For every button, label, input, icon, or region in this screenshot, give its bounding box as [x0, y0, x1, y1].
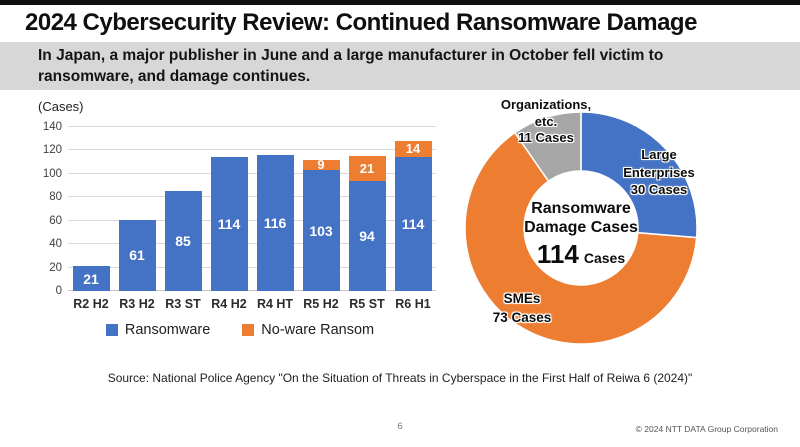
y-axis-tick-label: 40 [49, 238, 62, 251]
donut-label-text: Large [641, 147, 677, 162]
y-axis-tick-label: 140 [42, 121, 62, 133]
bar-value-label: 21 [359, 160, 375, 176]
x-axis-category-label: R3 ST [165, 297, 201, 311]
gridline [68, 196, 436, 198]
donut-center-title: Damage Cases [524, 219, 638, 236]
donut-label-value: 73 Cases [492, 310, 552, 325]
bar-value-label: 114 [217, 216, 241, 233]
donut-center-value-row: 114 Cases [509, 239, 653, 269]
donut-total-value: 114 [536, 239, 579, 269]
page-title: 2024 Cybersecurity Review: Continued Ran… [25, 9, 697, 36]
noware-ransom-legend-swatch-icon [242, 324, 255, 336]
bar-value-label: 103 [309, 222, 333, 239]
bar-segment-ransomware-r2-h2: 21 [72, 266, 110, 291]
bar-segment-no-ware-ransom-r5-st: 21 [348, 156, 386, 181]
legend-item-noware-ransom: No-ware Ransom [242, 322, 374, 338]
x-axis-category-label: R4 HT [256, 297, 294, 311]
bar-chart-plot-area: 0 20 40 60 80 100 120 140 21 61 85 114 116 103 9 94 21 11… [43, 121, 436, 297]
x-axis-category-label: R5 ST [349, 297, 385, 311]
donut-label-text: Organizations, [500, 97, 592, 112]
x-axis-category-labels: R2 H2 R3 H2 R3 ST R4 H2 R4 HT R5 H2 R5 ST R6 H1 [68, 297, 436, 311]
x-axis-category-label: R2 H2 [73, 297, 109, 311]
bar-value-label: 9 [317, 157, 325, 173]
x-axis-category-label: R6 H1 [395, 297, 431, 311]
bar-value-label: 21 [83, 270, 99, 287]
y-axis-title: (Cases) [38, 99, 84, 114]
bar-value-label: 114 [401, 216, 425, 233]
donut-slice-0 [580, 111, 698, 239]
donut-label-value: 30 Cases [630, 182, 688, 197]
bar-value-label: 94 [359, 227, 375, 244]
subtitle-band: In Japan, a major publisher in June and … [0, 42, 800, 90]
donut-slice-1 [464, 131, 698, 345]
bar-segment-ransomware-r5-h2: 103 [302, 170, 340, 291]
y-axis-tick-label: 20 [49, 261, 62, 274]
copyright-notice: © 2024 NTT DATA Group Corporation [635, 424, 778, 434]
bar-chart-legend: Ransomware No-ware Ransom [40, 322, 440, 338]
bar-value-label: 61 [129, 247, 145, 264]
source-citation: Source: National Police Agency "On the S… [107, 371, 693, 385]
donut-label-organizations: Organizations, etc. 11 Cases [498, 97, 594, 147]
x-axis-category-label: R5 H2 [303, 297, 339, 311]
page-number: 6 [397, 421, 403, 432]
donut-total-unit: Cases [583, 250, 626, 266]
ransomware-legend-swatch-icon [105, 324, 118, 336]
y-axis-tick-label: 100 [42, 167, 62, 180]
y-axis-tick-label: 0 [55, 285, 62, 297]
bar-segment-ransomware-r6-h1: 114 [394, 157, 432, 291]
y-axis-tick-label: 120 [42, 144, 62, 157]
x-axis-category-label: R3 H2 [119, 297, 155, 311]
gridline [68, 266, 436, 268]
bar-value-label: 116 [263, 215, 287, 232]
legend-item-ransomware: Ransomware [105, 322, 211, 338]
donut-chart [464, 111, 698, 345]
gridline [68, 243, 436, 245]
gridline [68, 149, 436, 151]
y-axis-tick-label: 80 [49, 191, 62, 204]
y-axis-tick-label: 60 [49, 214, 62, 227]
bar-segment-no-ware-ransom-r6-h1: 14 [394, 141, 432, 158]
donut-label-text: Enterprises [623, 164, 695, 180]
subtitle-line-1: In Japan, a major publisher in June and … [38, 47, 664, 64]
donut-label-text: SMEs [503, 291, 541, 306]
gridline [68, 172, 436, 174]
bar-segment-ransomware-r4-ht: 116 [256, 155, 294, 291]
top-border-bar [0, 0, 800, 5]
bar-value-label: 14 [405, 141, 421, 157]
donut-label-smes: SMEs 73 Cases [474, 289, 570, 327]
donut-label-large-enterprises: Large Enterprises 30 Cases [610, 146, 708, 199]
bar-segment-ransomware-r3-st: 85 [164, 191, 202, 291]
gridline [68, 126, 436, 127]
donut-center-label: Ransomware Damage Cases 114 Cases [509, 199, 653, 269]
legend-label: Ransomware [124, 322, 211, 338]
donut-label-value: 11 Cases [518, 130, 574, 145]
donut-slice-2 [513, 111, 582, 183]
bar-value-label: 85 [175, 233, 191, 250]
bar-segment-no-ware-ransom-r5-h2: 9 [302, 157, 340, 173]
bar-segment-ransomware-r5-st: 94 [348, 180, 386, 291]
bar-segment-ransomware-r3-h2: 61 [118, 219, 156, 291]
legend-label: No-ware Ransom [261, 322, 375, 338]
gridline [68, 290, 436, 291]
subtitle-line-2: ransomware, and damage continues. [38, 68, 311, 85]
donut-center-title: Ransomware [531, 200, 631, 217]
x-axis-category-label: R4 H2 [211, 297, 247, 311]
bar-segment-ransomware-r4-h2: 114 [210, 157, 248, 291]
donut-label-text: etc. [534, 113, 558, 129]
gridline [68, 219, 436, 221]
